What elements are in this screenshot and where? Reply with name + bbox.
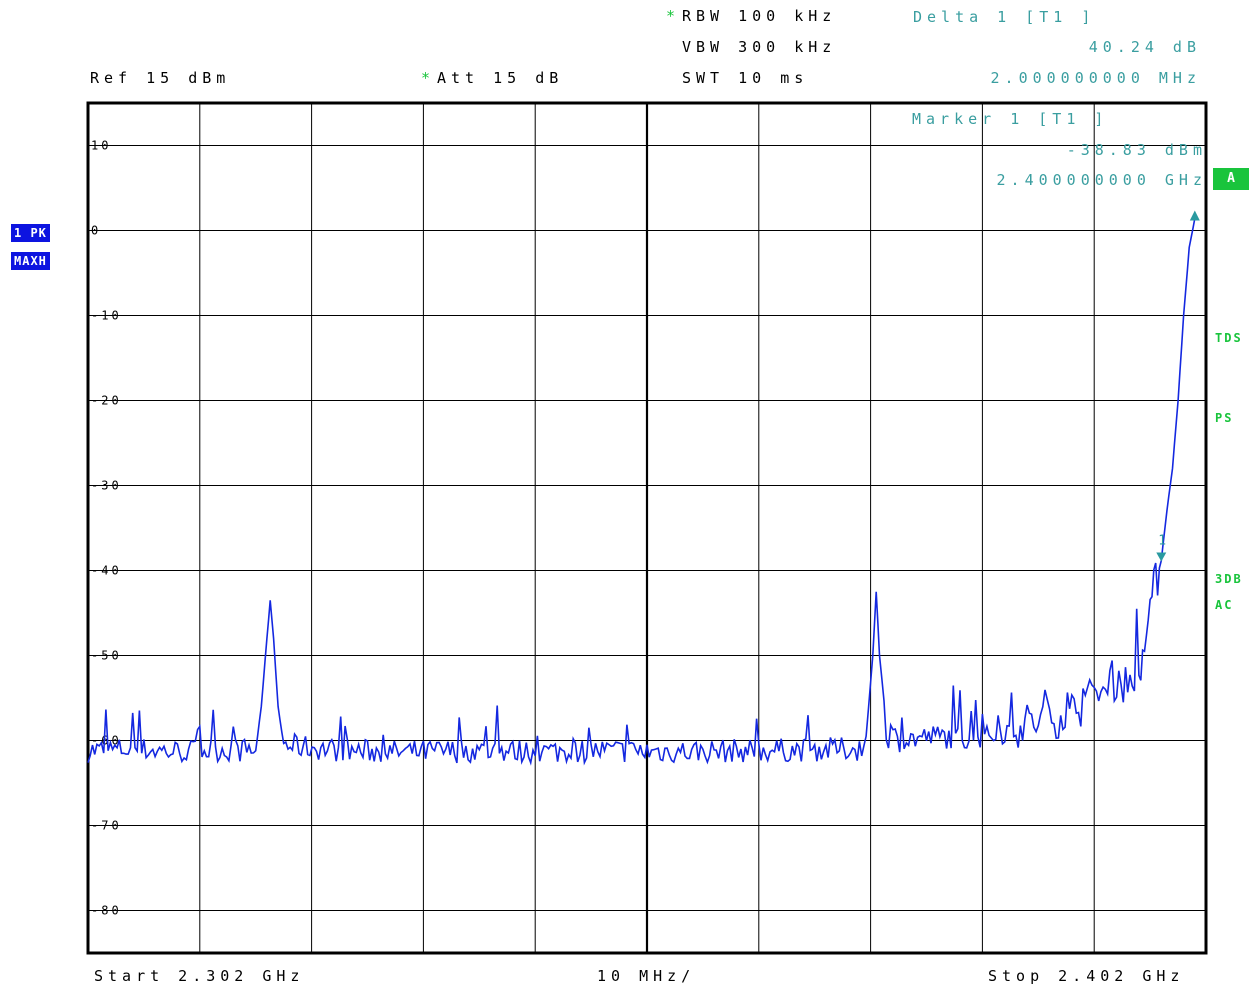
start-frequency: Start 2.302 GHz (94, 967, 305, 985)
span-per-division: 10 MHz/ (597, 967, 696, 985)
y-tick-label: -10 (91, 309, 122, 323)
stop-frequency: Stop 2.402 GHz (988, 967, 1185, 985)
trace-mode-badge: 1 PK (11, 224, 50, 242)
y-tick-label: -40 (91, 564, 122, 578)
trace-a-badge: A (1213, 168, 1249, 190)
delta-marker-value: 40.24 dB (1088, 38, 1201, 56)
rbw-asterisk: * (666, 7, 681, 25)
att-asterisk: * (421, 69, 436, 87)
y-tick-label: -20 (91, 394, 122, 408)
swt-label: SWT 10 ms (682, 69, 809, 87)
marker-frequency: 2.400000000 GHz (996, 171, 1207, 189)
y-axis-tick-labels: 100-10-20-30-40-50-60-70-80 (91, 139, 122, 918)
y-tick-label: 10 (91, 139, 111, 153)
status-ps: PS (1215, 411, 1234, 425)
plot-grid (86, 101, 1208, 955)
status-3db: 3DB (1215, 572, 1243, 586)
y-tick-label: -30 (91, 479, 122, 493)
status-ac: AC (1215, 598, 1234, 612)
vbw-label: VBW 300 kHz (682, 38, 837, 56)
marker-value: -38.83 dBm (1066, 141, 1207, 159)
marker-1-number: 1 (1158, 534, 1166, 549)
marker-title: Marker 1 [T1 ] (912, 110, 1109, 128)
marker-symbols: 1 (1156, 210, 1200, 562)
attenuation-label: Att 15 dB (437, 69, 564, 87)
status-tds: TDS (1215, 331, 1243, 345)
delta-marker-title: Delta 1 [T1 ] (913, 8, 1096, 26)
rbw-label: RBW 100 kHz (682, 7, 837, 25)
marker-1-symbol (1156, 552, 1167, 562)
spectrum-trace (87, 218, 1196, 766)
y-tick-label: -70 (91, 819, 122, 833)
y-tick-label: -50 (91, 649, 122, 663)
y-tick-label: -80 (91, 904, 122, 918)
y-tick-label: 0 (91, 224, 101, 238)
ref-level-label: Ref 15 dBm (90, 69, 231, 87)
delta-marker-symbol (1189, 210, 1200, 221)
delta-marker-frequency: 2.000000000 MHz (990, 69, 1201, 87)
detector-badge: MAXH (11, 252, 50, 270)
